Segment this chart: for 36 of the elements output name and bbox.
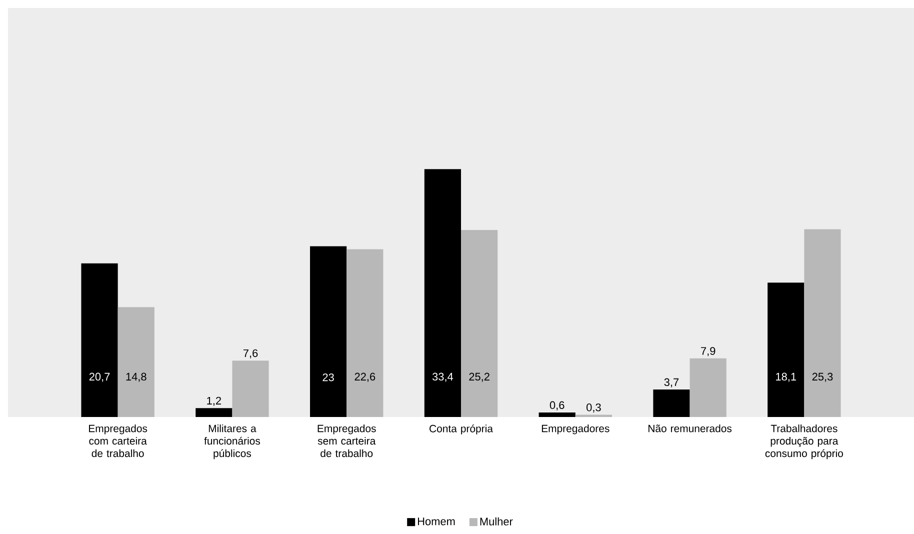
x-tick-label: Empregados com carteira de trabalho xyxy=(89,424,148,458)
x-tick-label: Não remunerados xyxy=(648,424,732,432)
bar xyxy=(346,249,384,417)
bar xyxy=(768,282,804,417)
data-label: 23 xyxy=(322,373,334,382)
data-label: 3,7 xyxy=(664,378,679,388)
data-label: 0,3 xyxy=(586,404,601,413)
x-tick-label: Conta própria xyxy=(430,424,493,434)
bar xyxy=(461,230,498,417)
x-tick-label: Empregadores xyxy=(542,424,610,434)
bar xyxy=(232,360,269,417)
bar xyxy=(310,246,347,417)
data-label: 33,4 xyxy=(432,372,454,382)
data-label: 20,7 xyxy=(89,372,110,382)
legend-label: Mulher xyxy=(480,517,513,526)
x-tick-label: Militares a funcionários públicos xyxy=(204,424,260,460)
data-label: 7,6 xyxy=(243,349,258,358)
bar xyxy=(804,229,841,417)
x-tick-label: Empregados sem carteira de trabalho xyxy=(318,424,376,458)
bar xyxy=(424,169,462,417)
data-label: 18,1 xyxy=(776,372,796,382)
bar xyxy=(690,358,726,417)
legend-label: Homem xyxy=(418,518,455,526)
x-tick-label: Trabalhadores produção para consumo próprio xyxy=(765,424,843,460)
data-label: 0,6 xyxy=(550,401,564,410)
bar xyxy=(653,390,690,417)
bar xyxy=(196,408,232,417)
data-label: 22,6 xyxy=(354,372,376,382)
data-label: 1,2 xyxy=(207,396,221,406)
bar xyxy=(118,307,154,417)
data-label: 25,3 xyxy=(812,372,833,382)
data-label: 14,8 xyxy=(126,372,146,382)
data-label: 25,2 xyxy=(469,372,490,382)
bar xyxy=(538,412,576,417)
data-label: 7,9 xyxy=(701,347,716,356)
bar xyxy=(81,263,118,417)
